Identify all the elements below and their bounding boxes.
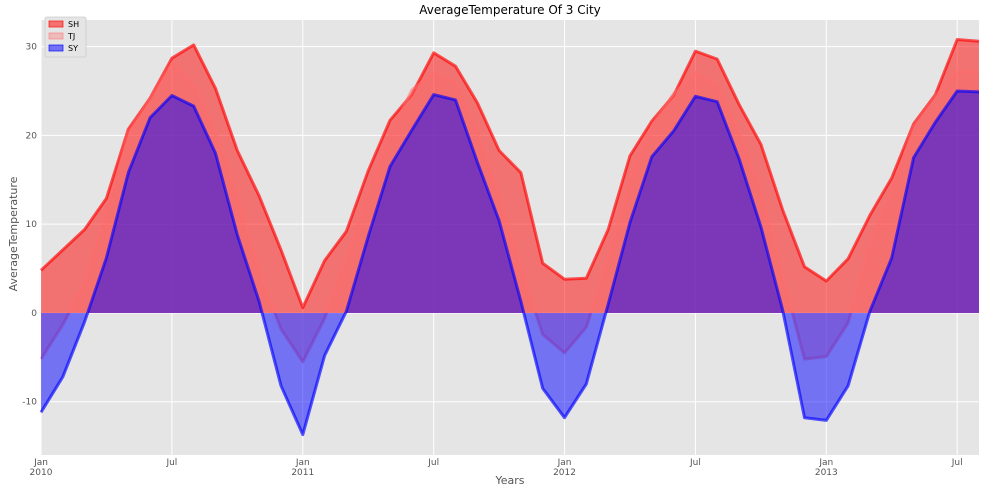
legend: SH TJ SY: [44, 16, 87, 58]
x-tick-label: Jul: [951, 458, 963, 468]
x-tick-year-label: 2013: [815, 468, 838, 478]
legend-label-sy: SY: [68, 44, 78, 53]
y-axis-label: AverageTemperature: [7, 176, 20, 291]
series-areas: [39, 38, 980, 437]
legend-label-sh: SH: [68, 20, 79, 29]
x-axis-label: Years: [494, 474, 524, 487]
chart-title: AverageTemperature Of 3 City: [419, 3, 601, 17]
y-tick-labels: -10 0 10 20 30: [22, 43, 37, 408]
y-tick-label: 0: [31, 309, 37, 319]
legend-swatch-tj: [48, 32, 64, 40]
y-tick-label: 20: [26, 131, 38, 141]
x-tick-label: Jan: [33, 458, 48, 468]
legend-swatch-sy: [48, 44, 64, 52]
x-tick-label: Jan: [818, 458, 833, 468]
series-sy-line: [39, 89, 980, 437]
x-tick-label: Jul: [427, 458, 439, 468]
x-tick-label: Jul: [689, 458, 701, 468]
x-tick-label: Jan: [295, 458, 310, 468]
series-sh-line: [39, 38, 980, 310]
x-tick-year-label: 2011: [291, 468, 314, 478]
x-tick-label: Jul: [165, 458, 177, 468]
x-tick-year-label: 2010: [30, 468, 53, 478]
y-tick-label: -10: [22, 398, 37, 408]
y-tick-label: 30: [26, 43, 38, 53]
legend-swatch-sh: [48, 20, 64, 28]
y-tick-label: 10: [26, 220, 38, 230]
legend-label-tj: TJ: [67, 32, 75, 41]
x-tick-year-label: 2012: [553, 468, 576, 478]
x-tick-label: Jan: [557, 458, 572, 468]
